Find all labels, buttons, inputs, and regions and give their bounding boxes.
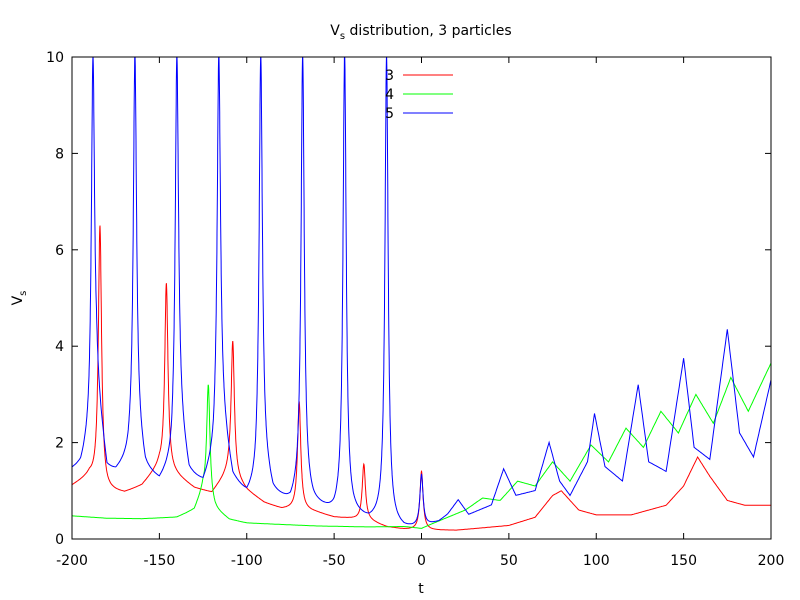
legend: 3 4 5 bbox=[385, 68, 453, 122]
series-layer bbox=[72, 57, 771, 531]
y-tick-label: 4 bbox=[55, 339, 64, 355]
legend-label-5: 5 bbox=[385, 106, 394, 122]
y-axis-title-sub: s bbox=[18, 291, 29, 296]
chart-title: Vs distribution, 3 particles bbox=[330, 23, 511, 42]
chart-title-main: V bbox=[330, 23, 340, 39]
series-line-5 bbox=[72, 57, 771, 525]
ticks-layer: -200 -150 -100 -50 0 50 100 150 200 0 2 4 6 8 10 bbox=[46, 50, 784, 569]
x-tick-label: 150 bbox=[670, 553, 697, 569]
x-tick-label: -150 bbox=[143, 553, 175, 569]
legend-label-3: 3 bbox=[385, 68, 394, 84]
y-tick-label: 6 bbox=[55, 243, 64, 259]
y-tick-label: 8 bbox=[55, 146, 64, 162]
y-axis-title-main: V bbox=[10, 295, 26, 305]
y-tick-label: 0 bbox=[55, 532, 64, 548]
x-axis-title: t bbox=[418, 581, 424, 597]
x-tick-label: -100 bbox=[231, 553, 263, 569]
y-tick-label: 2 bbox=[55, 436, 64, 452]
chart-title-sub: s bbox=[340, 31, 345, 42]
x-tick-label: 0 bbox=[417, 553, 426, 569]
x-tick-label: 100 bbox=[583, 553, 610, 569]
x-tick-label: 200 bbox=[758, 553, 785, 569]
y-axis-title: Vs bbox=[10, 291, 29, 306]
chart-title-rest: distribution, 3 particles bbox=[345, 23, 512, 39]
x-tick-label: -200 bbox=[56, 553, 88, 569]
legend-label-4: 4 bbox=[385, 87, 394, 103]
series-line-4 bbox=[72, 362, 771, 529]
plot-frame bbox=[71, 56, 772, 540]
x-tick-label: -50 bbox=[323, 553, 346, 569]
y-tick-label: 10 bbox=[46, 50, 64, 66]
x-tick-label: 50 bbox=[500, 553, 518, 569]
series-line-3 bbox=[72, 225, 771, 531]
